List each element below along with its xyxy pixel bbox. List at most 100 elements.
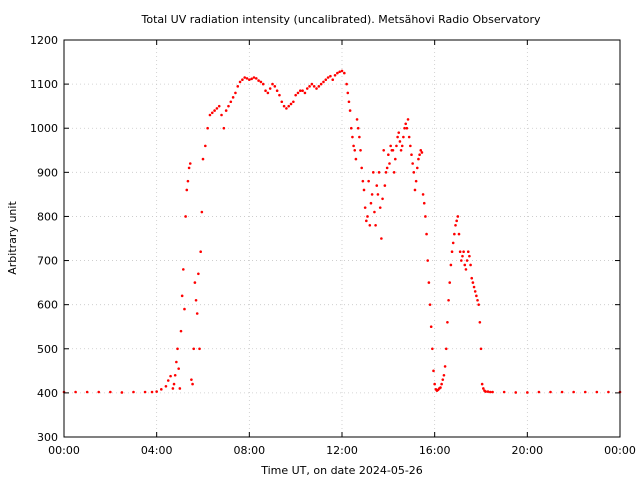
data-point xyxy=(398,140,402,143)
data-point xyxy=(382,148,386,152)
data-point xyxy=(278,93,281,97)
data-point xyxy=(502,390,506,394)
y-tick-label: 1100 xyxy=(30,78,58,91)
data-point xyxy=(404,122,408,126)
data-point xyxy=(418,153,421,156)
data-point xyxy=(169,374,172,378)
data-point xyxy=(488,390,492,394)
data-point xyxy=(331,78,335,81)
x-tick-label: 20:00 xyxy=(511,444,543,457)
data-point xyxy=(454,223,457,227)
data-point xyxy=(473,290,477,293)
data-point xyxy=(419,148,423,152)
data-point xyxy=(560,390,564,394)
data-point xyxy=(299,89,302,93)
x-axis-label: Time UT, on date 2024-05-26 xyxy=(260,464,423,477)
data-point xyxy=(346,91,350,95)
data-point xyxy=(371,171,375,174)
data-point xyxy=(365,219,368,223)
data-point xyxy=(607,390,610,394)
data-point xyxy=(317,85,321,88)
data-point xyxy=(413,188,417,192)
data-point xyxy=(310,82,314,86)
data-point xyxy=(491,390,494,394)
data-point xyxy=(399,148,403,152)
data-point xyxy=(171,387,175,390)
data-point xyxy=(451,241,455,245)
data-point xyxy=(360,166,363,170)
x-tick-label: 08:00 xyxy=(233,444,265,457)
data-point xyxy=(368,223,372,227)
data-point xyxy=(268,87,272,90)
data-point xyxy=(384,171,388,174)
data-point xyxy=(595,390,599,394)
data-point xyxy=(338,70,341,74)
data-point xyxy=(241,78,244,81)
data-point xyxy=(180,294,184,298)
data-point xyxy=(206,126,209,130)
data-point xyxy=(424,215,427,218)
data-point xyxy=(472,285,476,289)
data-point xyxy=(199,250,202,254)
data-point xyxy=(476,298,479,302)
data-point xyxy=(213,109,216,112)
data-point xyxy=(200,210,204,214)
data-point xyxy=(583,390,587,394)
y-tick-label: 900 xyxy=(37,166,58,179)
data-point xyxy=(407,135,411,139)
data-point xyxy=(353,148,357,152)
y-tick-label: 600 xyxy=(37,299,58,312)
data-point xyxy=(388,162,391,165)
data-point xyxy=(465,259,469,262)
data-point xyxy=(447,298,450,302)
data-point xyxy=(361,179,365,183)
data-point xyxy=(397,131,401,134)
data-point xyxy=(470,276,474,280)
data-point xyxy=(444,347,448,351)
data-point xyxy=(336,71,339,75)
data-point xyxy=(340,69,344,73)
data-point xyxy=(366,215,369,218)
data-point xyxy=(194,298,198,302)
data-point xyxy=(301,89,304,93)
y-tick-label: 500 xyxy=(37,343,58,356)
data-point xyxy=(428,303,432,306)
data-point xyxy=(349,126,353,130)
data-point xyxy=(359,148,362,152)
data-point xyxy=(229,100,233,104)
data-point xyxy=(370,193,374,196)
data-point xyxy=(97,390,101,394)
data-point xyxy=(392,171,396,174)
data-point xyxy=(312,85,316,88)
data-point xyxy=(479,347,483,351)
data-point xyxy=(362,188,366,192)
data-point xyxy=(74,390,77,394)
data-point xyxy=(285,107,288,110)
data-point xyxy=(460,259,463,262)
data-point xyxy=(252,76,256,79)
data-point xyxy=(486,390,490,393)
x-tick-label: 00:00 xyxy=(48,444,80,457)
data-point xyxy=(315,87,318,90)
data-point xyxy=(215,107,219,110)
data-point xyxy=(385,166,389,170)
y-tick-label: 1200 xyxy=(30,34,58,47)
data-point xyxy=(289,102,293,106)
data-point xyxy=(410,153,413,156)
data-point xyxy=(303,91,307,95)
data-point xyxy=(175,360,178,364)
data-point xyxy=(160,388,163,391)
data-point xyxy=(484,390,487,393)
data-point xyxy=(514,391,518,394)
data-point xyxy=(426,259,430,262)
data-point xyxy=(351,135,354,139)
data-point xyxy=(197,272,200,276)
data-point xyxy=(261,82,265,86)
x-tick-label: 16:00 xyxy=(419,444,451,457)
data-point xyxy=(248,78,251,81)
data-point xyxy=(354,157,358,161)
data-point xyxy=(172,382,176,386)
data-point xyxy=(217,104,221,108)
data-point xyxy=(345,82,348,86)
data-point xyxy=(393,157,397,161)
